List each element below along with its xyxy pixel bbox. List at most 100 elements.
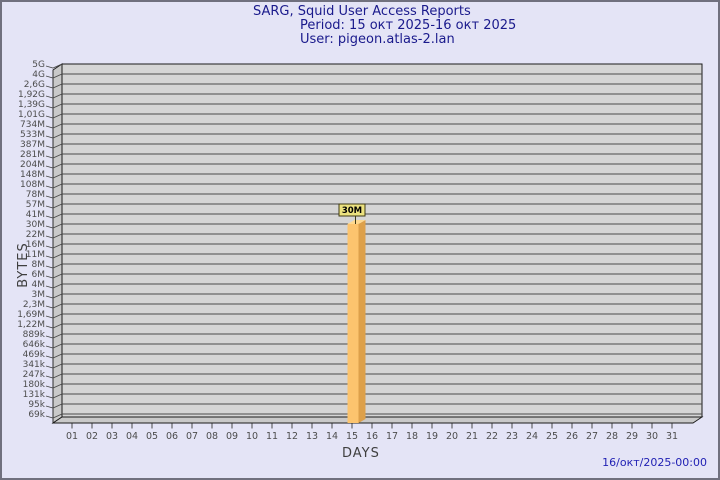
y-tick-label: 180k — [23, 380, 46, 390]
y-tick-label: 469k — [23, 350, 46, 360]
x-tick-label: 13 — [306, 431, 318, 442]
x-tick-label: 25 — [546, 431, 558, 442]
y-tick — [45, 383, 63, 389]
y-tick — [45, 213, 63, 219]
footer-timestamp: 16/окт/2025-00:00 — [602, 456, 707, 469]
y-tick-label: 22M — [26, 230, 45, 240]
x-tick-label: 17 — [386, 431, 398, 442]
y-tick — [45, 143, 63, 149]
y-tick-label: 646k — [23, 340, 46, 350]
plot-area — [61, 63, 703, 418]
x-tick-label: 07 — [186, 431, 198, 442]
y-tick — [45, 253, 63, 259]
x-tick-label: 28 — [606, 431, 618, 442]
y-tick-label: 78M — [26, 190, 45, 200]
x-tick-label: 16 — [366, 431, 378, 442]
chart-period: Period: 15 окт 2025-16 окт 2025 — [300, 18, 517, 33]
x-axis-title: DAYS — [342, 446, 380, 461]
y-tick-label: 30M — [26, 220, 45, 230]
y-tick — [45, 313, 63, 319]
y-tick — [45, 83, 63, 89]
y-tick — [45, 273, 63, 279]
y-tick — [45, 173, 63, 179]
y-tick-label: 4M — [32, 280, 46, 290]
y-tick-label: 2,3M — [23, 300, 45, 310]
x-tick-label: 09 — [226, 431, 238, 442]
y-tick-label: 734M — [20, 120, 45, 130]
y-tick — [45, 343, 63, 349]
y-tick-label: 16M — [26, 240, 45, 250]
x-tick-label: 26 — [566, 431, 578, 442]
y-tick-label: 4G — [32, 70, 45, 80]
y-tick — [45, 323, 63, 329]
y-tick-label: 204M — [20, 160, 45, 170]
x-tick-label: 01 — [66, 431, 78, 442]
y-tick-label: 387M — [20, 140, 45, 150]
y-tick — [45, 353, 63, 359]
y-tick — [45, 103, 63, 109]
y-tick-label: 2,6G — [24, 80, 45, 90]
x-tick-label: 08 — [206, 431, 218, 442]
y-tick-label: 1,69M — [17, 310, 45, 320]
x-tick-label: 24 — [526, 431, 538, 442]
y-tick — [45, 413, 63, 419]
bar-front-face — [347, 224, 359, 423]
y-tick — [45, 263, 63, 269]
x-tick-label: 19 — [426, 431, 438, 442]
y-tick — [45, 363, 63, 369]
y-tick — [45, 393, 63, 399]
y-tick-label: 11M — [26, 250, 45, 260]
bar-value-label: 30M — [342, 206, 362, 216]
y-tick-label: 1,39G — [18, 100, 45, 110]
x-tick-label: 15 — [346, 431, 358, 442]
x-tick-label: 20 — [446, 431, 458, 442]
y-tick — [45, 223, 63, 229]
x-tick-label: 06 — [166, 431, 178, 442]
y-tick — [45, 283, 63, 289]
y-axis-title: BYTES — [16, 242, 31, 288]
y-tick — [45, 403, 63, 409]
y-tick-label: 108M — [20, 180, 45, 190]
x-tick-label: 30 — [646, 431, 658, 442]
y-tick-label: 1,92G — [18, 90, 45, 100]
y-tick — [45, 233, 63, 239]
y-tick-label: 247k — [23, 370, 46, 380]
x-tick-label: 05 — [146, 431, 158, 442]
x-tick-label: 27 — [586, 431, 598, 442]
y-tick-label: 5G — [32, 60, 45, 70]
y-tick — [45, 93, 63, 99]
y-tick — [45, 203, 63, 209]
y-tick-label: 95k — [28, 400, 45, 410]
y-tick-label: 8M — [32, 260, 46, 270]
y-tick — [45, 73, 63, 79]
chart-user: User: pigeon.atlas-2.lan — [300, 32, 455, 47]
bar-top-face — [347, 220, 366, 224]
y-tick-label: 3M — [32, 290, 46, 300]
x-tick-label: 02 — [86, 431, 98, 442]
y-tick — [45, 153, 63, 159]
y-tick-label: 148M — [20, 170, 45, 180]
y-tick — [45, 193, 63, 199]
y-tick-label: 131k — [23, 390, 46, 400]
y-tick-label: 341k — [23, 360, 46, 370]
x-tick-label: 03 — [106, 431, 118, 442]
y-tick-label: 57M — [26, 200, 45, 210]
x-tick-label: 12 — [286, 431, 298, 442]
y-tick-label: 6M — [32, 270, 46, 280]
y-tick — [45, 63, 63, 69]
x-tick-label: 21 — [466, 431, 478, 442]
x-tick-label: 04 — [126, 431, 138, 442]
y-tick-label: 281M — [20, 150, 45, 160]
chart-3d-floor — [51, 416, 704, 424]
y-tick — [45, 163, 63, 169]
y-tick — [45, 333, 63, 339]
y-tick-label: 69k — [28, 410, 45, 420]
y-tick-label: 41M — [26, 210, 45, 220]
x-tick-label: 23 — [506, 431, 518, 442]
y-tick-label: 533M — [20, 130, 45, 140]
y-tick — [45, 243, 63, 249]
x-tick-label: 10 — [246, 431, 258, 442]
y-tick-label: 1,22M — [17, 320, 45, 330]
